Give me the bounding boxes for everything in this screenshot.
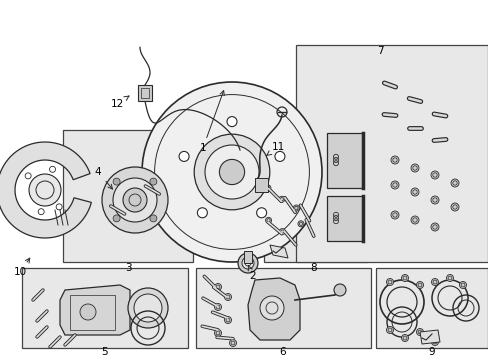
Circle shape xyxy=(150,215,157,222)
Text: 8: 8 xyxy=(310,263,317,273)
Circle shape xyxy=(226,117,237,127)
Circle shape xyxy=(274,152,285,161)
Circle shape xyxy=(260,296,284,320)
Bar xyxy=(22,268,187,348)
Circle shape xyxy=(386,279,393,285)
Circle shape xyxy=(242,257,253,269)
Circle shape xyxy=(264,185,270,191)
Bar xyxy=(254,178,267,192)
Circle shape xyxy=(401,275,407,282)
Circle shape xyxy=(416,328,423,336)
Circle shape xyxy=(179,152,189,161)
Circle shape xyxy=(256,208,266,218)
Circle shape xyxy=(214,329,221,337)
Circle shape xyxy=(113,215,120,222)
Bar xyxy=(138,85,152,101)
Circle shape xyxy=(401,334,407,342)
Text: 9: 9 xyxy=(428,347,434,357)
Circle shape xyxy=(390,181,398,189)
Circle shape xyxy=(410,188,418,196)
Circle shape xyxy=(224,293,231,301)
Text: 3: 3 xyxy=(124,263,131,273)
Text: 1: 1 xyxy=(199,91,224,153)
Circle shape xyxy=(113,178,157,222)
Bar xyxy=(63,130,193,262)
Text: 10: 10 xyxy=(13,258,30,277)
Circle shape xyxy=(410,164,418,172)
Circle shape xyxy=(224,316,231,324)
Circle shape xyxy=(194,134,269,210)
Circle shape xyxy=(333,284,346,296)
Circle shape xyxy=(430,338,438,346)
Circle shape xyxy=(416,282,423,288)
Circle shape xyxy=(410,216,418,224)
Circle shape xyxy=(278,196,284,202)
Circle shape xyxy=(450,179,458,187)
Circle shape xyxy=(390,211,398,219)
Circle shape xyxy=(102,167,168,233)
Bar xyxy=(70,295,115,330)
Circle shape xyxy=(430,171,438,179)
Text: 12: 12 xyxy=(110,96,129,109)
Circle shape xyxy=(29,174,61,206)
Circle shape xyxy=(197,208,207,218)
Bar xyxy=(375,268,487,348)
Circle shape xyxy=(386,327,393,333)
Circle shape xyxy=(123,188,147,212)
Circle shape xyxy=(430,223,438,231)
Circle shape xyxy=(238,253,258,273)
Bar xyxy=(264,174,367,262)
Bar xyxy=(295,45,487,262)
Polygon shape xyxy=(0,142,91,238)
Circle shape xyxy=(279,229,285,235)
Polygon shape xyxy=(247,278,299,340)
Polygon shape xyxy=(419,330,439,344)
Text: 6: 6 xyxy=(279,347,286,357)
Circle shape xyxy=(265,217,271,223)
Text: 11: 11 xyxy=(266,142,284,156)
Bar xyxy=(244,251,251,263)
Circle shape xyxy=(430,279,438,285)
Circle shape xyxy=(214,303,221,310)
Circle shape xyxy=(459,282,466,288)
Circle shape xyxy=(446,275,452,282)
Circle shape xyxy=(128,288,168,328)
Circle shape xyxy=(297,221,304,227)
Text: 7: 7 xyxy=(376,46,383,56)
Text: 4: 4 xyxy=(95,167,112,189)
Circle shape xyxy=(142,82,321,262)
Circle shape xyxy=(134,294,162,322)
Polygon shape xyxy=(326,132,362,188)
Circle shape xyxy=(430,196,438,204)
Polygon shape xyxy=(60,285,130,335)
Bar xyxy=(196,268,370,348)
Circle shape xyxy=(293,205,299,211)
Text: 2: 2 xyxy=(248,266,256,281)
Bar xyxy=(141,88,149,98)
Circle shape xyxy=(390,156,398,164)
Circle shape xyxy=(214,284,221,291)
Circle shape xyxy=(219,159,244,185)
Circle shape xyxy=(229,339,236,346)
Circle shape xyxy=(450,203,458,211)
Polygon shape xyxy=(269,245,287,258)
Circle shape xyxy=(150,178,157,185)
Circle shape xyxy=(113,178,120,185)
Circle shape xyxy=(204,145,259,199)
Polygon shape xyxy=(326,195,362,240)
Text: 5: 5 xyxy=(101,347,107,357)
Circle shape xyxy=(80,304,96,320)
